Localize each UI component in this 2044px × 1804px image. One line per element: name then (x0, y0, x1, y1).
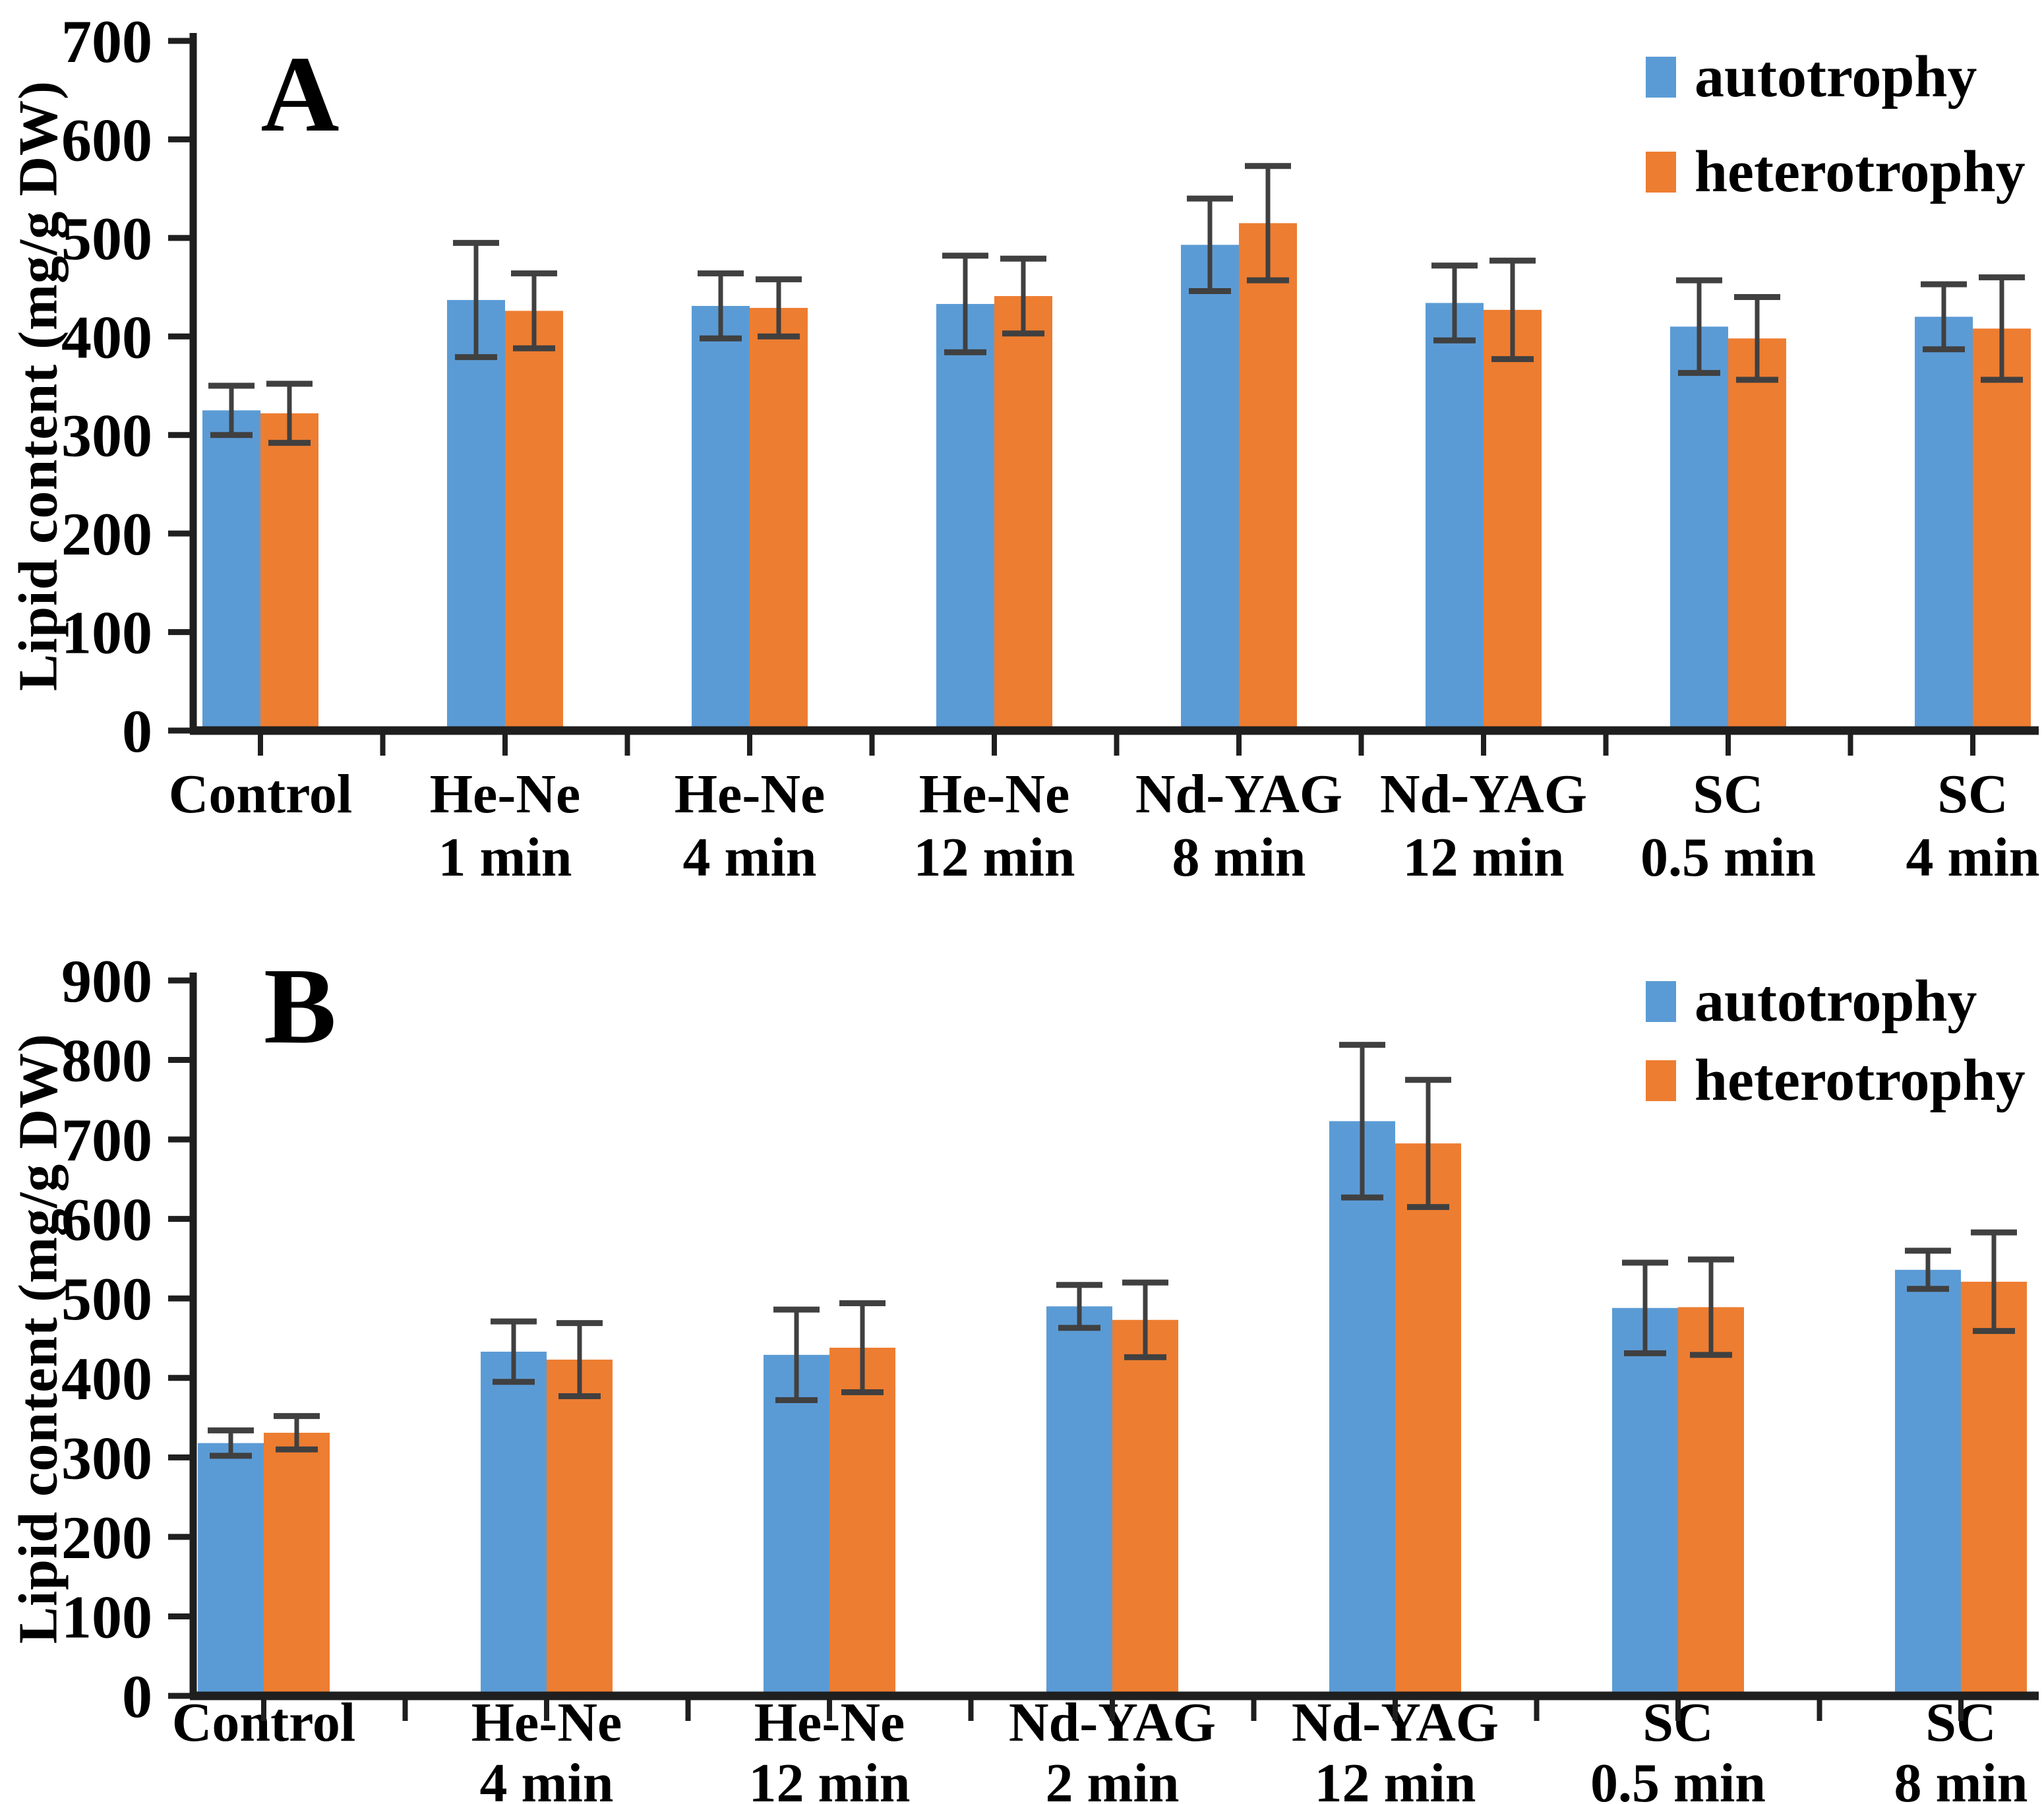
y-tick-label: 700 (61, 1106, 152, 1174)
bar-autotrophy-nd-yag-12min (1329, 1121, 1395, 1696)
category-label-line1: He-Ne (675, 764, 826, 825)
bar-autotrophy-control (198, 1443, 264, 1696)
category-label-line2: 0.5 min (1640, 827, 1816, 888)
bar-autotrophy-sc-0.5min (1612, 1308, 1678, 1696)
category-label-line2: 4 min (682, 827, 816, 888)
bar-autotrophy-sc-4min (1915, 316, 1973, 731)
category-label-line2: 0.5 min (1590, 1753, 1766, 1804)
category-label-line1: He-Ne (430, 764, 581, 825)
bar-heterotrophy-nd-yag-12min (1484, 309, 1542, 731)
category-label-line2: 4 min (479, 1753, 613, 1804)
category-label-line2: 8 min (1172, 827, 1306, 888)
y-tick-label: 100 (61, 1583, 152, 1650)
y-tick-label: 600 (61, 106, 152, 173)
bar-heterotrophy-nd-yag-8min (1239, 223, 1297, 731)
bar-autotrophy-he-ne-4min (481, 1351, 547, 1696)
category-label-line1: He-Ne (919, 764, 1070, 825)
category-label-line1: Nd-YAG (1135, 764, 1342, 825)
bar-autotrophy-he-ne-1min (447, 299, 505, 731)
bar-autotrophy-sc-8min (1895, 1269, 1961, 1696)
bar-heterotrophy-he-ne-4min (750, 307, 808, 731)
y-tick-label: 0 (122, 698, 152, 765)
bar-heterotrophy-he-ne-12min (829, 1347, 895, 1696)
panel-label-b: B (263, 946, 337, 1066)
y-tick-label: 300 (61, 402, 152, 469)
bar-autotrophy-nd-yag-8min (1181, 245, 1239, 731)
y-tick-label: 600 (61, 1186, 152, 1253)
bar-autotrophy-he-ne-4min (692, 305, 750, 731)
category-label-line2: 12 min (1314, 1753, 1476, 1804)
y-tick-label: 200 (61, 1504, 152, 1571)
category-label-line1: Control (169, 764, 352, 825)
category-label-line2: 12 min (913, 827, 1075, 888)
bar-autotrophy-he-ne-12min (936, 303, 994, 731)
bar-autotrophy-sc-0.5min (1670, 326, 1728, 731)
category-label-line1: SC (1937, 764, 2008, 825)
chart-panel-a: Control He-Ne 1 min He-Ne 4 min He-Ne 12 min Nd… (7, 8, 2040, 888)
y-tick-label: 500 (61, 205, 152, 272)
y-tick-label: 500 (61, 1265, 152, 1333)
y-tick-label: 700 (61, 8, 152, 75)
y-axis-title: Lipid content (mg/g DW) (7, 80, 69, 691)
y-axis-title: Lipid content (mg/g DW) (7, 1033, 69, 1644)
bar-heterotrophy-sc-0.5min (1678, 1307, 1744, 1696)
panel-label-a: A (260, 34, 340, 154)
bar-heterotrophy-sc-8min (1961, 1281, 2027, 1696)
chart-panel-b: Control He-Ne 4 min He-Ne 12 min Nd-YAG 2 min N… (0, 902, 2044, 1804)
category-label-line2: 12 min (1402, 827, 1564, 888)
y-tick-label: 300 (61, 1424, 152, 1491)
bar-heterotrophy-sc-0.5min (1728, 338, 1786, 731)
y-tick-label: 800 (61, 1027, 152, 1095)
bar-heterotrophy-nd-yag-2min (1112, 1319, 1178, 1696)
y-tick-label: 100 (61, 599, 152, 667)
y-tick-label: 0 (122, 1663, 152, 1730)
category-label-line2: 12 min (748, 1753, 910, 1804)
bar-heterotrophy-control (260, 413, 318, 731)
bar-heterotrophy-control (264, 1432, 330, 1696)
bar-heterotrophy-nd-yag-12min (1395, 1143, 1461, 1696)
bar-heterotrophy-he-ne-12min (994, 296, 1052, 731)
bar-autotrophy-control (202, 410, 260, 731)
category-label-line2: 1 min (438, 827, 572, 888)
bar-autotrophy-he-ne-12min (764, 1354, 829, 1696)
category-label-line2: 4 min (1906, 827, 2039, 888)
bar-autotrophy-nd-yag-12min (1426, 303, 1484, 731)
bar-autotrophy-nd-yag-2min (1046, 1306, 1112, 1696)
bar-heterotrophy-he-ne-1min (505, 311, 563, 731)
bar-heterotrophy-sc-4min (1973, 328, 2031, 731)
category-label-line2: 8 min (1894, 1753, 2028, 1804)
category-label-line1: Nd-YAG (1380, 764, 1587, 825)
y-tick-label: 400 (61, 303, 152, 371)
category-label-line1: SC (1693, 764, 1763, 825)
y-tick-label: 900 (61, 947, 152, 1015)
y-tick-label: 200 (61, 500, 152, 568)
bar-heterotrophy-he-ne-4min (547, 1360, 613, 1696)
category-label-line2: 2 min (1045, 1753, 1179, 1804)
y-tick-label: 400 (61, 1345, 152, 1412)
